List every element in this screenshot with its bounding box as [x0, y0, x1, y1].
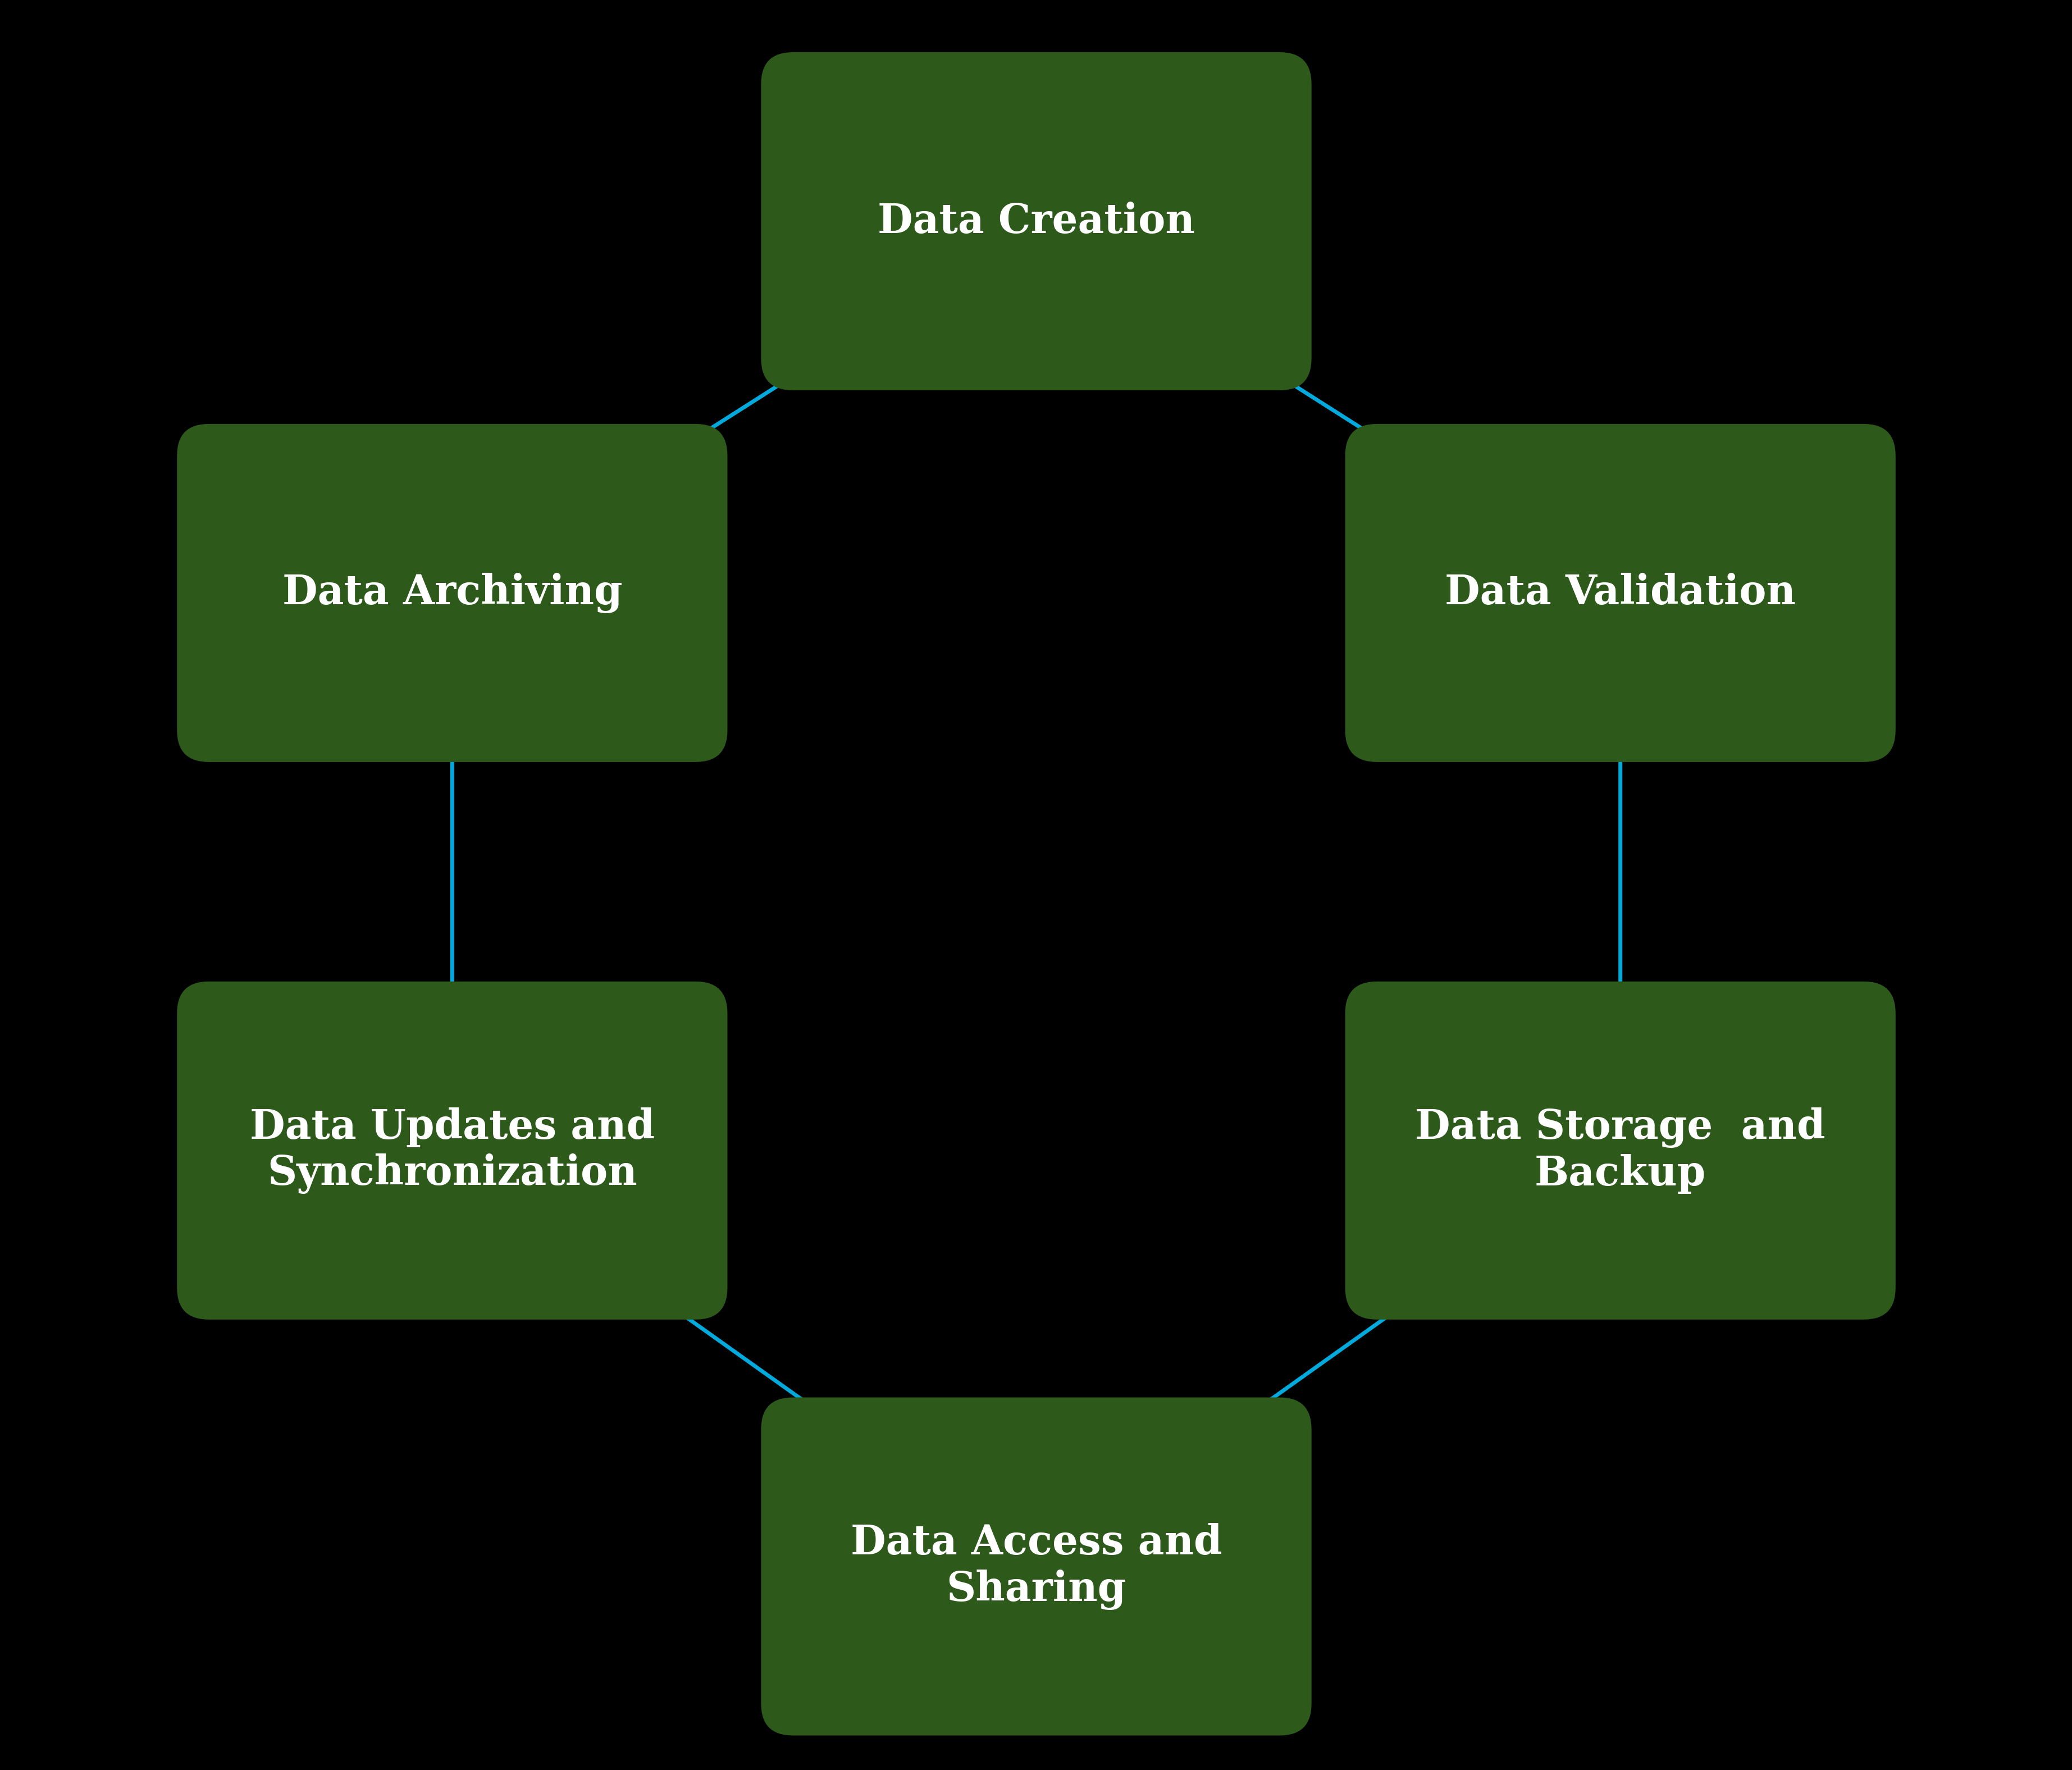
FancyBboxPatch shape	[760, 53, 1312, 391]
FancyBboxPatch shape	[1345, 981, 1896, 1320]
FancyBboxPatch shape	[1345, 425, 1896, 761]
FancyBboxPatch shape	[176, 981, 727, 1320]
Text: Data Storage  and
Backup: Data Storage and Backup	[1415, 1108, 1825, 1193]
Text: Data Access and
Sharing: Data Access and Sharing	[850, 1524, 1222, 1609]
FancyBboxPatch shape	[760, 1398, 1312, 1735]
Text: Data Validation: Data Validation	[1444, 573, 1794, 612]
Text: Data Creation: Data Creation	[876, 202, 1196, 241]
FancyBboxPatch shape	[176, 425, 727, 761]
Text: Data Updates and
Synchronization: Data Updates and Synchronization	[249, 1108, 655, 1193]
Text: Data Archiving: Data Archiving	[282, 573, 622, 612]
